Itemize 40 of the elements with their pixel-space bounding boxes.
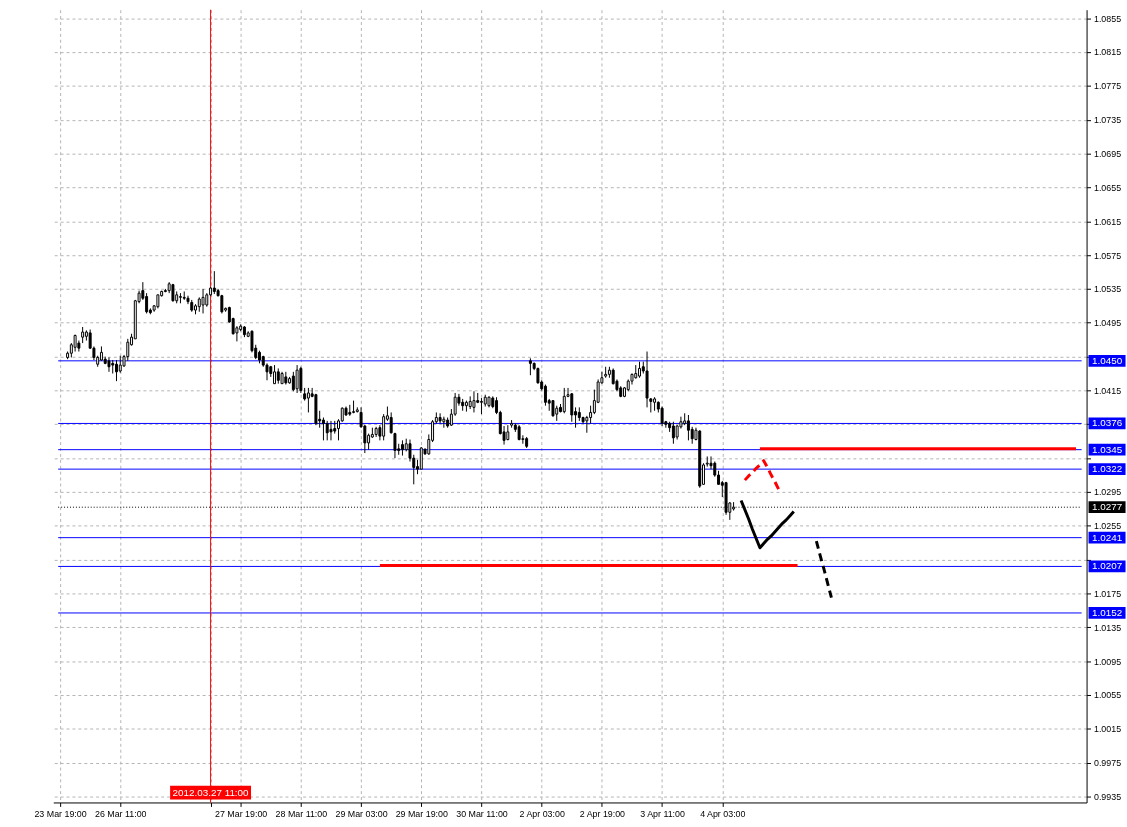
ref-line-label: 1.0207 <box>1091 560 1123 572</box>
y-tick-label: 1.0135 <box>1093 622 1122 633</box>
x-tick-label: 3 Apr 11:00 <box>640 808 685 819</box>
y-tick-label: 1.0295 <box>1093 487 1122 498</box>
y-tick-label: 1.0535 <box>1093 284 1122 295</box>
y-tick-label: 0.9935 <box>1093 792 1122 802</box>
y-tick-label: 1.0855 <box>1093 13 1122 24</box>
y-tick-label: 1.0735 <box>1093 115 1122 126</box>
x-tick-label: 28 Mar 11:00 <box>275 808 328 819</box>
y-tick-label: 1.0415 <box>1093 385 1122 396</box>
x-tick-label: 2012.03.27 11:00 <box>172 786 250 798</box>
y-tick-label: 1.0655 <box>1093 182 1122 193</box>
y-tick-label: 1.0175 <box>1093 588 1122 599</box>
y-tick-label: 1.0615 <box>1093 216 1122 227</box>
x-tick-label: 23 Mar 19:00 <box>34 808 87 819</box>
x-tick-label: 26 Mar 11:00 <box>94 808 147 819</box>
x-tick-label: 4 Apr 03:00 <box>700 808 746 819</box>
y-tick-label: 1.0495 <box>1093 318 1122 329</box>
ref-line-label: 1.0152 <box>1091 606 1123 618</box>
y-tick-label: 1.0815 <box>1093 47 1122 58</box>
x-tick-label: 29 Mar 03:00 <box>335 808 388 819</box>
x-tick-label: 2 Apr 03:00 <box>519 808 565 819</box>
y-tick-label: 1.0775 <box>1093 81 1122 92</box>
y-tick-label: 1.0575 <box>1093 250 1122 261</box>
y-tick-label: 1.0015 <box>1093 724 1122 735</box>
ref-line-label: 1.0322 <box>1091 463 1123 475</box>
ref-line-label: 1.0345 <box>1091 443 1123 455</box>
y-tick-label: 0.9975 <box>1093 758 1122 769</box>
y-tick-label: 1.0055 <box>1093 690 1122 701</box>
x-tick-label: 30 Mar 11:00 <box>456 808 508 819</box>
y-tick-label: 1.0095 <box>1093 656 1122 667</box>
ref-line-label: 1.0241 <box>1091 531 1123 543</box>
x-tick-label: 29 Mar 19:00 <box>395 808 448 819</box>
ref-line-label: 1.0277 <box>1091 501 1123 513</box>
y-tick-label: 1.0695 <box>1093 149 1122 159</box>
ref-line-label: 1.0450 <box>1091 354 1123 366</box>
x-tick-label: 27 Mar 19:00 <box>215 808 268 819</box>
x-tick-label: 2 Apr 19:00 <box>579 808 626 819</box>
y-tick-label: 1.0255 <box>1093 521 1122 532</box>
ref-line-label: 1.0376 <box>1091 417 1123 429</box>
